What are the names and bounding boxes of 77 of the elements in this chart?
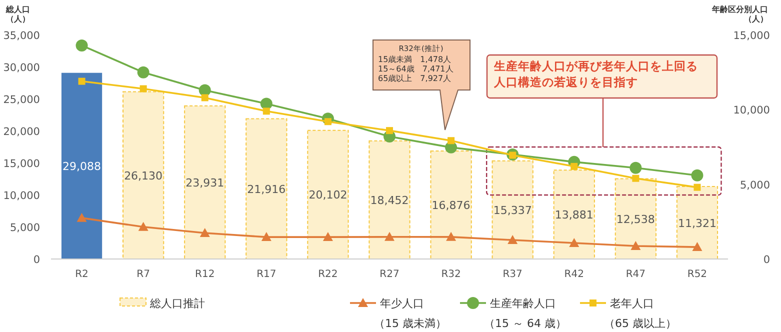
bar xyxy=(184,105,226,260)
y-tick-label: 0 xyxy=(33,254,40,266)
y2-tick-label: 10,000 xyxy=(733,104,770,117)
x-tick-label: R47 xyxy=(626,269,646,280)
point xyxy=(384,232,394,241)
y-tick-label: 15,000 xyxy=(3,158,40,170)
point xyxy=(140,85,147,92)
x-tick-label: R27 xyxy=(380,269,400,280)
y-axis-title: 総人口（人） xyxy=(5,5,30,24)
data-label: 26,130 xyxy=(124,169,163,182)
point xyxy=(322,232,333,242)
bar xyxy=(676,186,718,260)
point xyxy=(632,174,640,182)
point xyxy=(691,169,704,182)
point xyxy=(508,235,518,244)
data-label: 16,876 xyxy=(432,198,470,212)
point xyxy=(138,222,148,231)
point xyxy=(200,228,210,238)
data-label: 23,931 xyxy=(186,176,224,190)
legend-label: 総人口推計 xyxy=(149,297,205,310)
bar xyxy=(368,140,410,260)
data-label: 18,452 xyxy=(370,194,409,207)
point xyxy=(694,184,701,191)
data-label: 13,881 xyxy=(554,208,594,222)
point xyxy=(386,127,393,134)
x-tick-label: R37 xyxy=(502,269,522,280)
y2-tick-label: 0 xyxy=(763,254,770,266)
y-tick-label: 30,000 xyxy=(3,62,40,74)
bar xyxy=(553,170,595,260)
bar xyxy=(430,150,472,260)
data-label: 12,538 xyxy=(616,212,655,226)
point xyxy=(692,242,702,252)
bar xyxy=(492,160,534,260)
x-tick-label: R12 xyxy=(195,269,215,280)
legend-label: 生産年齢人口（15 ～ 64 歳） xyxy=(484,297,566,330)
y-tick-label: 20,000 xyxy=(3,126,40,138)
data-label: 21,916 xyxy=(247,182,286,196)
y2-axis-title: 年齢区分別人口（人） xyxy=(711,5,768,24)
x-tick-label: R17 xyxy=(256,269,276,280)
annotation: 生産年齢人口が再び老年人口を上回る人口構造の若返りを目指す xyxy=(494,58,699,90)
point xyxy=(261,232,272,242)
x-tick-label: R42 xyxy=(564,269,584,280)
bar xyxy=(307,130,349,260)
x-tick-label: R7 xyxy=(136,269,150,280)
y-tick-label: 10,000 xyxy=(3,190,40,202)
point xyxy=(78,78,86,85)
x-tick-label: R2 xyxy=(75,269,88,280)
data-label: 11,321 xyxy=(678,216,716,230)
bar xyxy=(246,118,288,260)
legend-label: 老年人口（65 歳以上） xyxy=(604,297,676,330)
point xyxy=(630,162,642,174)
legend-label: 年少人口（15 歳未満） xyxy=(374,297,446,330)
point xyxy=(76,212,87,222)
data-label: 29,088 xyxy=(62,160,102,173)
y-tick-label: 5,000 xyxy=(10,222,40,234)
y2-tick-label: 5,000 xyxy=(740,179,770,192)
legend-総人口推計: 総人口推計 xyxy=(120,297,205,310)
point xyxy=(630,241,641,250)
point xyxy=(76,39,88,52)
point xyxy=(137,66,150,78)
x-tick-label: R22 xyxy=(318,269,338,280)
bar xyxy=(61,72,102,259)
y2-tick-label: 15,000 xyxy=(733,30,770,42)
data-label: 15,337 xyxy=(493,204,532,217)
data-label: 20,102 xyxy=(308,188,348,202)
point xyxy=(448,137,455,144)
y-tick-label: 25,000 xyxy=(3,94,40,106)
bar xyxy=(614,178,656,260)
point xyxy=(262,108,270,115)
point xyxy=(446,232,456,241)
point xyxy=(570,162,578,170)
bar xyxy=(122,91,164,260)
x-tick-label: R32 xyxy=(441,269,461,280)
point xyxy=(569,238,580,248)
x-tick-label: R52 xyxy=(687,269,708,280)
y-tick-label: 35,000 xyxy=(3,30,40,42)
point xyxy=(201,94,208,102)
